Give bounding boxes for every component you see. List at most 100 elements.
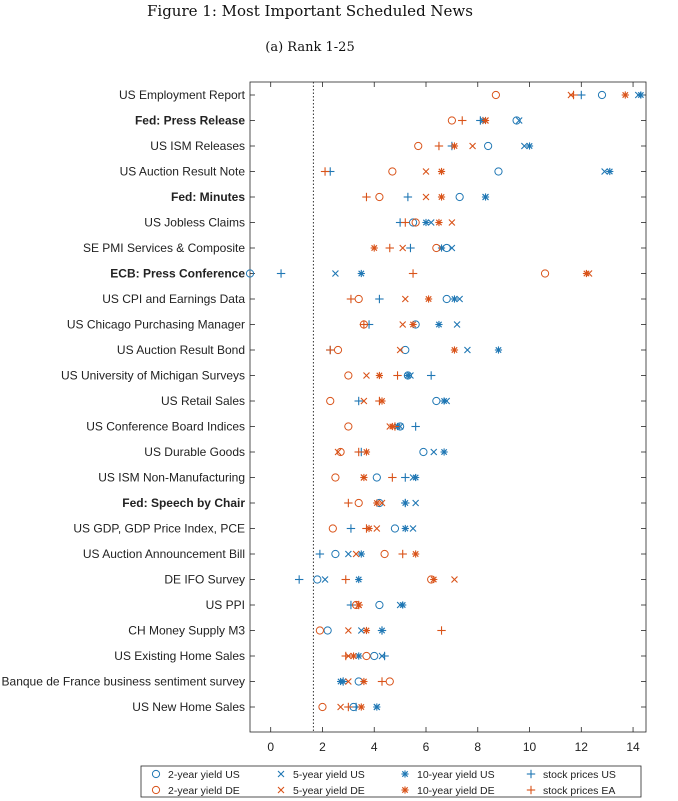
data-point xyxy=(401,345,410,355)
data-point xyxy=(422,218,430,227)
data-point xyxy=(422,193,430,201)
legend-label: 2-year yield US xyxy=(168,769,240,781)
x-tick-label: 12 xyxy=(575,740,589,754)
data-point xyxy=(362,524,371,533)
x-tick-label: 4 xyxy=(371,740,378,754)
data-point xyxy=(411,422,420,431)
data-point xyxy=(360,473,368,482)
y-tick-label: US Existing Home Sales xyxy=(114,649,245,663)
legend-label: 5-year yield DE xyxy=(293,785,365,797)
data-point xyxy=(320,167,330,176)
legend-label: stock prices US xyxy=(543,769,616,781)
y-tick-label: CH Money Supply M3 xyxy=(128,624,245,638)
y-tick-label: US PPI xyxy=(206,598,245,612)
data-point xyxy=(341,651,350,661)
data-point xyxy=(380,549,389,559)
data-point xyxy=(434,141,444,151)
data-point xyxy=(354,600,363,610)
data-point xyxy=(375,192,384,202)
data-point xyxy=(396,346,404,354)
data-point xyxy=(426,371,436,380)
data-point xyxy=(360,397,368,405)
data-point xyxy=(437,626,446,635)
data-point xyxy=(412,550,420,558)
data-point xyxy=(450,346,459,354)
data-point xyxy=(424,295,433,303)
data-point xyxy=(388,473,397,482)
data-point xyxy=(491,90,500,100)
figure-title: Figure 1: Most Important Scheduled News xyxy=(147,2,473,20)
y-tick-label: US Employment Report xyxy=(119,88,246,102)
data-point xyxy=(354,396,363,406)
data-point xyxy=(582,269,591,278)
x-tick-label: 2 xyxy=(319,740,326,754)
y-tick-label: Fed: Speech by Chair xyxy=(122,496,245,510)
data-point xyxy=(344,498,353,508)
data-point xyxy=(294,575,304,584)
data-point xyxy=(373,703,381,711)
y-tick-label: ECB: Press Conference xyxy=(110,267,245,281)
data-point xyxy=(430,575,438,584)
data-point xyxy=(362,651,371,661)
data-point xyxy=(377,677,387,686)
y-tick-label: Banque de France business sentiment surv… xyxy=(2,675,245,689)
data-point xyxy=(360,677,368,686)
data-point xyxy=(448,244,456,252)
data-point xyxy=(494,167,503,176)
data-point xyxy=(540,269,550,278)
data-point xyxy=(375,396,384,406)
data-point xyxy=(357,550,365,558)
data-point xyxy=(408,269,418,278)
x-tick-label: 10 xyxy=(523,740,537,754)
data-point xyxy=(448,219,456,226)
data-point xyxy=(432,243,441,253)
data-point xyxy=(357,703,365,711)
data-point xyxy=(440,397,448,405)
y-tick-label: Fed: Minutes xyxy=(171,190,245,204)
data-point xyxy=(344,550,352,558)
y-tick-label: US Conference Board Indices xyxy=(86,420,245,434)
data-point xyxy=(372,473,381,482)
data-point xyxy=(401,524,409,533)
data-point xyxy=(359,320,369,329)
y-tick-label: Fed: Press Release xyxy=(135,114,245,128)
data-point xyxy=(344,371,353,380)
data-point xyxy=(453,321,461,328)
data-point xyxy=(375,600,384,610)
data-point xyxy=(447,116,456,125)
legend-marker xyxy=(401,770,409,778)
panel-title: (a) Rank 1-25 xyxy=(265,40,355,55)
data-point xyxy=(380,651,389,661)
legend-marker xyxy=(526,769,536,779)
data-point xyxy=(328,524,337,533)
data-point xyxy=(344,422,353,431)
legend-marker xyxy=(401,786,409,794)
data-point xyxy=(344,702,353,712)
data-point xyxy=(370,244,378,252)
data-point xyxy=(464,346,471,354)
y-tick-label: US New Home Sales xyxy=(132,700,245,714)
legend-label: 2-year yield DE xyxy=(168,785,240,797)
legend-marker xyxy=(526,785,536,795)
y-tick-label: US Retail Sales xyxy=(161,394,245,408)
data-point xyxy=(435,320,443,329)
data-point xyxy=(375,371,384,380)
data-point xyxy=(515,117,523,124)
data-point xyxy=(349,652,358,660)
legend-marker xyxy=(277,770,285,778)
y-tick-label: US Auction Announcement Bill xyxy=(83,547,245,561)
data-point xyxy=(388,167,397,176)
data-point xyxy=(326,396,335,406)
y-tick-label: DE IFO Survey xyxy=(164,573,245,587)
legend-marker xyxy=(277,786,285,794)
y-tick-label: US Chicago Purchasing Manager xyxy=(67,318,245,332)
data-point xyxy=(569,90,578,100)
data-point xyxy=(401,473,410,482)
data-point xyxy=(315,549,325,559)
data-point xyxy=(435,218,443,227)
data-point xyxy=(318,702,327,712)
data-point xyxy=(411,218,420,227)
plot-frame xyxy=(249,81,647,733)
data-point xyxy=(344,678,352,685)
